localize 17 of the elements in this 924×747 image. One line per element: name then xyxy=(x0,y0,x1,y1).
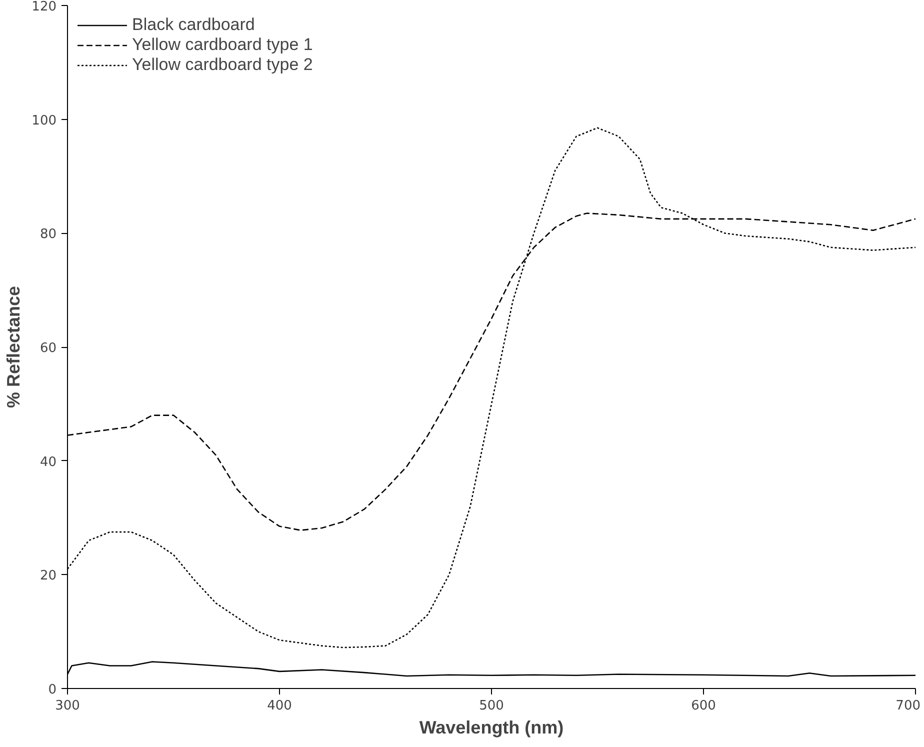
y-tick-label: 20 xyxy=(40,568,57,584)
x-axis-title: Wavelength (nm) xyxy=(419,718,564,738)
x-tick-label: 500 xyxy=(479,698,504,714)
x-tick-label: 700 xyxy=(896,698,921,714)
legend-label: Black cardboard xyxy=(132,15,255,35)
x-tick-label: 400 xyxy=(267,698,292,714)
x-tick-label: 300 xyxy=(55,698,80,714)
legend-label: Yellow cardboard type 1 xyxy=(132,35,313,55)
x-tick-label: 600 xyxy=(691,698,716,714)
legend-label: Yellow cardboard type 2 xyxy=(132,55,313,75)
y-tick-label: 80 xyxy=(40,227,57,242)
y-tick-label: 100 xyxy=(32,113,57,128)
y-axis-title: % Reflectance xyxy=(4,286,24,408)
y-tick-label: 40 xyxy=(40,454,57,470)
y-tick-label: 0 xyxy=(48,682,57,698)
y-tick-label: 120 xyxy=(32,0,57,14)
y-tick-label: 60 xyxy=(40,341,57,356)
